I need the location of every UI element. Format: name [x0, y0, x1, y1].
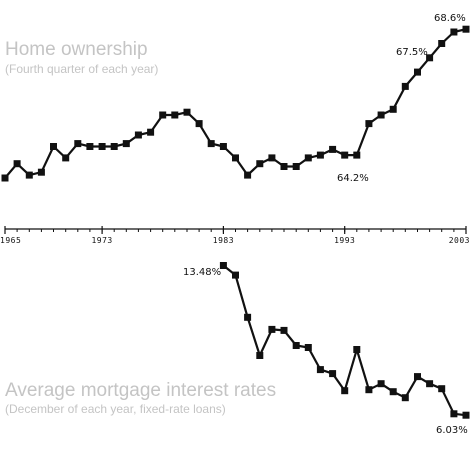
- home-ownership-point-1995: [365, 120, 373, 128]
- mortgage-rate-point-1999: [414, 373, 421, 381]
- home-ownership-point-1984: [232, 154, 239, 162]
- mortgage-rate-2003-label: 6.03%: [436, 425, 468, 436]
- home-ownership-point-1970: [62, 154, 70, 162]
- home-ownership-point-2002: [450, 28, 458, 36]
- home-ownership-point-1980: [183, 108, 191, 116]
- home-ownership-2000-label: 67.5%: [396, 47, 428, 58]
- home-ownership-subtitle: (Fourth quarter of each year): [5, 62, 158, 76]
- home-ownership-point-1965: [1, 174, 9, 182]
- home-ownership-title: Home ownership: [5, 39, 148, 60]
- home-ownership-point-2001: [438, 40, 446, 47]
- x-tick-label-2003: 2003: [449, 236, 470, 245]
- home-ownership-point-1987: [268, 154, 276, 162]
- home-ownership-point-1997: [389, 105, 397, 113]
- mortgage-rate-point-1989: [292, 342, 300, 349]
- home-ownership-point-1974: [110, 143, 118, 150]
- mortgage-rate-point-1986: [256, 352, 264, 359]
- home-ownership-point-1986: [256, 160, 264, 168]
- home-ownership-point-1999: [414, 68, 421, 76]
- home-ownership-point-1973: [98, 143, 106, 150]
- x-tick-label-1965: 1965: [0, 236, 21, 245]
- home-ownership-point-2003: [462, 25, 470, 33]
- mortgage-rate-point-2002: [450, 410, 458, 418]
- mortgage-rate-1983-label: 13.48%: [183, 267, 221, 278]
- mortgage-rate-point-1993: [341, 387, 349, 395]
- x-axis-ticks: 1965 1973 1983 1993 2003: [0, 226, 470, 245]
- home-ownership-point-1981: [195, 120, 203, 128]
- mortgage-rate-point-1998: [401, 394, 409, 402]
- x-tick-label-1983: 1983: [213, 236, 234, 245]
- home-ownership-point-1976: [134, 131, 142, 139]
- mortgage-rate-point-1983: [219, 262, 227, 269]
- home-ownership-point-1985: [244, 171, 252, 179]
- home-ownership-point-1972: [86, 143, 94, 150]
- home-ownership-point-1982: [207, 140, 215, 148]
- mortgage-rate-points: [219, 262, 470, 419]
- home-ownership-2003-label: 68.6%: [434, 13, 466, 24]
- home-ownership-point-1978: [159, 111, 167, 119]
- home-ownership-point-1967: [25, 171, 33, 179]
- home-ownership-point-1994: [353, 151, 361, 159]
- home-ownership-point-1990: [304, 154, 312, 162]
- mortgage-rate-point-1985: [244, 313, 252, 321]
- home-ownership-point-1996: [377, 111, 385, 119]
- home-ownership-point-1979: [171, 111, 179, 119]
- x-tick-label-1993: 1993: [334, 236, 355, 245]
- home-ownership-1993-label: 64.2%: [337, 173, 369, 184]
- home-ownership-point-1991: [316, 151, 324, 159]
- home-ownership-point-1988: [280, 163, 288, 170]
- home-ownership-points: [1, 25, 470, 182]
- mortgage-rate-point-2000: [426, 380, 434, 388]
- home-ownership-point-1968: [37, 168, 45, 176]
- home-ownership-point-1992: [329, 145, 337, 153]
- mortgage-rate-point-1990: [304, 344, 312, 351]
- home-ownership-point-1998: [401, 82, 409, 90]
- home-ownership-point-1969: [50, 143, 57, 150]
- mortgage-rate-point-1992: [329, 370, 337, 378]
- mortgage-rate-point-2001: [438, 385, 446, 393]
- home-ownership-point-1975: [122, 140, 130, 148]
- mortgage-rate-point-1988: [280, 326, 288, 334]
- home-ownership-point-1977: [147, 128, 155, 136]
- home-ownership-point-1993: [341, 151, 349, 159]
- mortgage-rates-subtitle: (December of each year, fixed-rate loans…: [5, 402, 226, 416]
- home-ownership-point-1989: [292, 163, 300, 170]
- mortgage-rate-point-2003: [462, 411, 470, 419]
- mortgage-rate-point-1994: [353, 346, 361, 353]
- home-ownership-point-1983: [219, 143, 227, 150]
- mortgage-rate-point-1995: [365, 386, 373, 394]
- x-tick-label-1973: 1973: [91, 236, 112, 245]
- mortgage-rate-point-1996: [377, 380, 385, 388]
- home-ownership-point-2000: [426, 54, 434, 62]
- mortgage-rate-point-1997: [389, 388, 397, 396]
- home-ownership-point-1971: [74, 140, 82, 148]
- mortgage-rate-point-1991: [316, 366, 324, 374]
- mortgage-rate-point-1987: [268, 325, 276, 333]
- home-ownership-point-1966: [13, 160, 21, 168]
- mortgage-rates-title: Average mortgage interest rates: [5, 380, 276, 401]
- mortgage-rate-point-1984: [232, 271, 239, 279]
